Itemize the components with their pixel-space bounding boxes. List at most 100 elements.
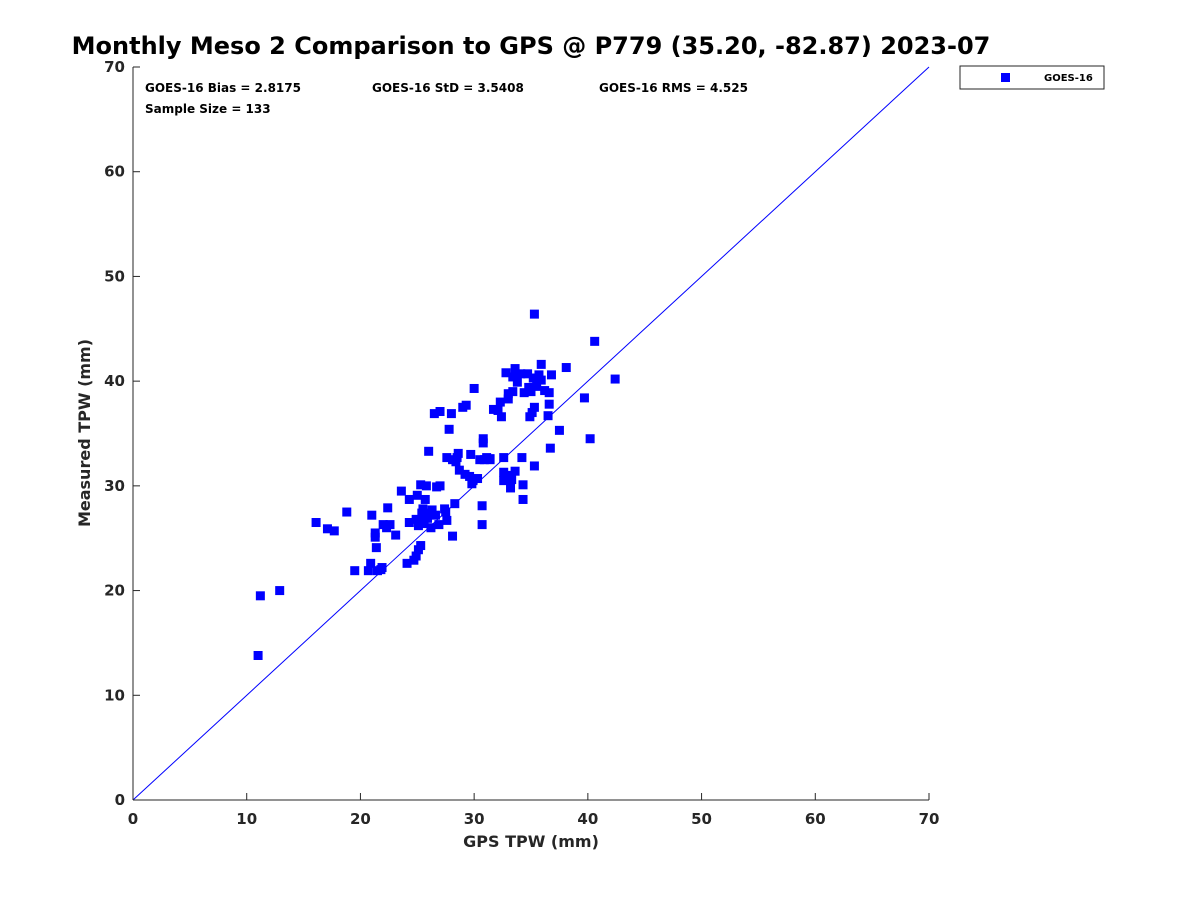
x-tick-label: 0 [128, 810, 138, 828]
data-point [329, 526, 339, 536]
data-point [342, 507, 352, 517]
data-point [370, 528, 380, 538]
data-point [367, 510, 377, 520]
data-point [383, 503, 393, 513]
data-point [518, 494, 528, 504]
data-point [503, 394, 513, 404]
data-point [350, 566, 360, 576]
data-point [322, 524, 332, 534]
data-point [536, 359, 546, 369]
data-point [544, 388, 554, 398]
x-axis-label: GPS TPW (mm) [463, 832, 599, 851]
data-point [371, 543, 381, 553]
y-axis-label: Measured TPW (mm) [75, 339, 94, 527]
data-point [540, 386, 550, 396]
data-point [510, 466, 520, 476]
data-point [478, 438, 488, 448]
y-tick-label: 40 [104, 372, 125, 390]
data-point [508, 387, 518, 397]
y-tick-label: 70 [104, 58, 125, 76]
data-point [402, 558, 412, 568]
data-point [411, 551, 421, 561]
data-point [427, 505, 437, 515]
data-point [469, 383, 479, 393]
data-point [544, 399, 554, 409]
data-point [518, 480, 528, 490]
data-point [610, 374, 620, 384]
data-point [385, 520, 395, 530]
legend-marker [1001, 73, 1010, 82]
data-point [363, 566, 373, 576]
data-point [442, 515, 452, 525]
data-point [536, 375, 546, 385]
data-point [255, 591, 265, 601]
data-point [426, 523, 436, 533]
data-point [391, 530, 401, 540]
data-point [501, 368, 511, 378]
x-tick-label: 70 [919, 810, 940, 828]
data-point [508, 372, 518, 382]
rms-annotation: GOES-16 RMS = 4.525 [599, 81, 748, 95]
data-point [516, 369, 526, 379]
data-point [418, 504, 428, 514]
data-point [495, 397, 505, 407]
data-point [423, 513, 433, 523]
data-point [429, 409, 439, 419]
data-point [499, 467, 509, 477]
data-point [366, 558, 376, 568]
data-point [585, 434, 595, 444]
data-point [434, 520, 444, 530]
data-point [506, 483, 516, 493]
x-tick-label: 20 [350, 810, 371, 828]
y-tick-label: 20 [104, 582, 125, 600]
data-point [454, 465, 464, 475]
data-point [529, 309, 539, 319]
data-point [412, 490, 422, 500]
data-point [590, 336, 600, 346]
data-point [448, 531, 458, 541]
data-point [488, 404, 498, 414]
bias-annotation: GOES-16 Bias = 2.8175 [145, 81, 301, 95]
data-point [435, 407, 445, 417]
data-point [526, 387, 536, 397]
data-point [579, 393, 589, 403]
data-point [546, 370, 556, 380]
data-point [496, 412, 506, 422]
data-point [477, 501, 487, 511]
data-point [554, 425, 564, 435]
data-point [532, 381, 542, 391]
axes [132, 67, 929, 801]
legend-box [959, 65, 1105, 90]
data-points [253, 309, 620, 660]
data-point [528, 373, 538, 383]
data-point [534, 370, 544, 380]
x-tick-label: 60 [805, 810, 826, 828]
data-point [477, 520, 487, 530]
data-point [466, 449, 476, 459]
one-to-one-line [132, 66, 930, 801]
tick-marks: 0 10 20 30 40 50 60 70 0 10 20 30 40 50 60 70 [104, 58, 939, 828]
data-point [416, 541, 426, 551]
chart-title: Monthly Meso 2 Comparison to GPS @ P779 … [72, 32, 991, 60]
data-point [419, 519, 429, 529]
data-point [510, 364, 520, 374]
data-point [529, 461, 539, 471]
data-point [523, 369, 533, 379]
data-point [545, 443, 555, 453]
x-tick-label: 30 [464, 810, 485, 828]
legend: GOES-16 [959, 65, 1105, 90]
data-point [561, 363, 571, 373]
data-point [441, 507, 451, 517]
data-point [411, 514, 421, 524]
data-point [507, 475, 517, 485]
data-point [503, 389, 513, 399]
data-point [453, 448, 463, 458]
data-point [499, 476, 509, 486]
y-tick-label: 10 [104, 686, 125, 704]
legend-label: GOES-16 [1044, 73, 1093, 84]
data-point [424, 446, 434, 456]
data-point [485, 455, 495, 465]
data-point [416, 480, 426, 490]
